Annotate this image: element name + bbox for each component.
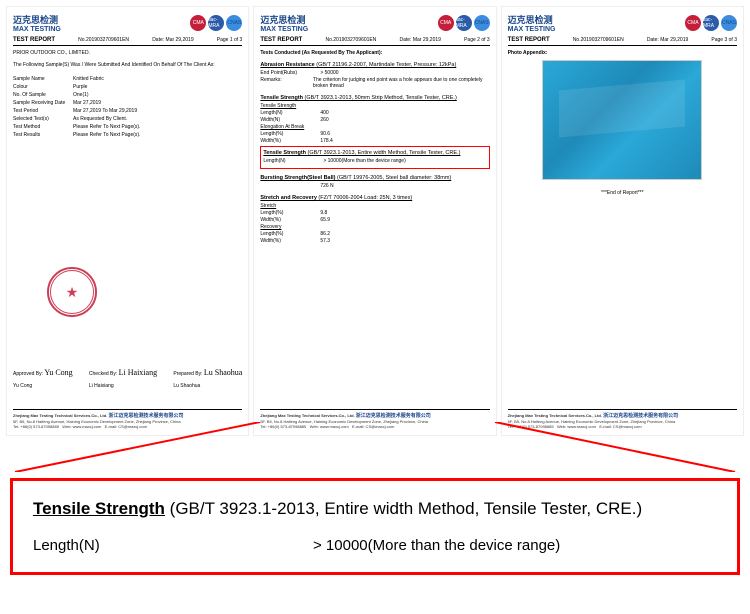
callout-data-row: Length(N) > 10000(More than the device r… <box>33 537 717 554</box>
page-indicator: Page 1 of 3 <box>217 37 243 43</box>
pages-container: 迈克思检测 MAX TESTING CMA ilac-MRA CNAS TEST… <box>0 0 750 442</box>
report-date: Mar 29,2019 <box>166 37 194 43</box>
logo: 迈克思检测 MAX TESTING <box>13 13 61 33</box>
cma-badge: CMA <box>685 15 701 31</box>
sample-period: Mar 27,2019 To Mar 29,2019 <box>73 108 242 114</box>
sample-name: Knitted Fabric <box>73 76 242 82</box>
stretch-wid: 65.9 <box>320 217 400 223</box>
tests-conducted-header: Tests Conducted (As Requested By The App… <box>260 50 489 56</box>
approved-name: Yu Cong <box>13 383 73 389</box>
tensile1-title: Tensile Strength <box>260 95 303 101</box>
sample-colour: Purple <box>73 84 242 90</box>
sample-selected: As Requested By Client. <box>73 116 242 122</box>
bursting-title: Bursting Strength(Steel Ball) <box>260 175 335 181</box>
tensile1-length: 400 <box>320 110 400 116</box>
client-name: PRIOR OUTDOOR CO., LIMITED. <box>13 50 242 56</box>
report-header-row: TEST REPORT No.2019032709601EN Date: Mar… <box>508 37 737 46</box>
page-2: 迈克思检测 MAX TESTING CMA ilac-MRA CNAS TEST… <box>253 6 496 436</box>
callout-label: Length(N) <box>33 537 313 554</box>
page-header: 迈克思检测 MAX TESTING CMA ilac-MRA CNAS <box>260 13 489 33</box>
sample-recv: Mar 27,2019 <box>73 100 242 106</box>
callout-box: Tensile Strength (GB/T 3923.1-2013, Enti… <box>10 478 740 575</box>
report-header-row: TEST REPORT No.2019032709601EN Date: Mar… <box>13 37 242 46</box>
report-header-row: TEST REPORT No.2019032709601EN Date: Mar… <box>260 37 489 46</box>
page-3: 迈克思检测 MAX TESTING CMA ilac-MRA CNAS TEST… <box>501 6 744 436</box>
sample-method: Please Refer To Next Page(s). <box>73 124 242 130</box>
ilac-badge: ilac-MRA <box>208 15 224 31</box>
stretch-title: Stretch and Recovery <box>260 195 317 201</box>
end-of-report: ***End of Report*** <box>508 190 737 196</box>
sample-results: Please Refer To Next Page(s). <box>73 132 242 138</box>
tensile2-length: > 10000(More than the device range) <box>323 158 405 164</box>
page-indicator: Page 3 of 3 <box>711 37 737 43</box>
brand-english: MAX TESTING <box>13 26 61 33</box>
cert-badges: CMA ilac-MRA CNAS <box>190 15 242 31</box>
report-title: TEST REPORT <box>13 37 55 43</box>
stretch-wid2: 57.3 <box>320 238 400 244</box>
logo: 迈克思检测 MAX TESTING <box>260 13 308 33</box>
cnas-badge: CNAS <box>721 15 737 31</box>
stretch-len: 9.8 <box>320 210 400 216</box>
footer-company-en: Zhejiang Max Testing Technical Services.… <box>13 413 107 418</box>
sample-qty: One(1) <box>73 92 242 98</box>
ilac-badge: ilac-MRA <box>456 15 472 31</box>
tensile2-title: Tensile Strength <box>263 150 306 156</box>
callout-value: > 10000(More than the device range) <box>313 537 560 554</box>
ilac-badge: ilac-MRA <box>703 15 719 31</box>
page-indicator: Page 2 of 3 <box>464 37 490 43</box>
intro-text: The Following Sample(S) Was / Were Submi… <box>13 62 242 68</box>
prepared-sig: Lu Shaohua <box>204 368 242 377</box>
stretch-len2: 86.2 <box>320 231 400 237</box>
page-header: 迈克思检测 MAX TESTING CMA ilac-MRA CNAS <box>508 13 737 33</box>
logo: 迈克思检测 MAX TESTING <box>508 13 556 33</box>
cnas-badge: CNAS <box>226 15 242 31</box>
prepared-name: Lu Shaohua <box>173 383 242 389</box>
red-stamp: ★ <box>47 267 97 317</box>
callout-connector <box>0 442 750 472</box>
approved-sig: Yu Cong <box>44 368 72 377</box>
bursting-value: 726 N <box>320 183 400 189</box>
cma-badge: CMA <box>190 15 206 31</box>
tensile2-highlight: Tensile Strength (GB/T 3923.1-2013, Enti… <box>260 146 489 169</box>
tensile1-len2: 90.6 <box>320 131 400 137</box>
abrasion-remarks: The criterion for judging end point was … <box>313 77 490 89</box>
checked-sig: Li Haixiang <box>119 368 157 377</box>
abrasion-title: Abrasion Resistance <box>260 62 314 68</box>
fabric-photo <box>542 60 702 180</box>
cma-badge: CMA <box>438 15 454 31</box>
checked-name: Li Haixiang <box>89 383 157 389</box>
signatures: Approved By: Yu Cong Yu Cong Checked By:… <box>13 348 242 389</box>
photo-appendix-title: Photo Appendix: <box>508 50 737 56</box>
page-1: 迈克思检测 MAX TESTING CMA ilac-MRA CNAS TEST… <box>6 6 249 436</box>
abrasion-endpoint: > 50000 <box>320 70 400 76</box>
report-number: 2019032709601EN <box>86 37 129 43</box>
tensile1-width: 260 <box>320 117 400 123</box>
cnas-badge: CNAS <box>474 15 490 31</box>
page-header: 迈克思检测 MAX TESTING CMA ilac-MRA CNAS <box>13 13 242 33</box>
tensile1-wid2: 178.4 <box>320 138 400 144</box>
brand-chinese: 迈克思检测 <box>13 13 61 26</box>
callout-title: Tensile Strength (GB/T 3923.1-2013, Enti… <box>33 499 717 519</box>
